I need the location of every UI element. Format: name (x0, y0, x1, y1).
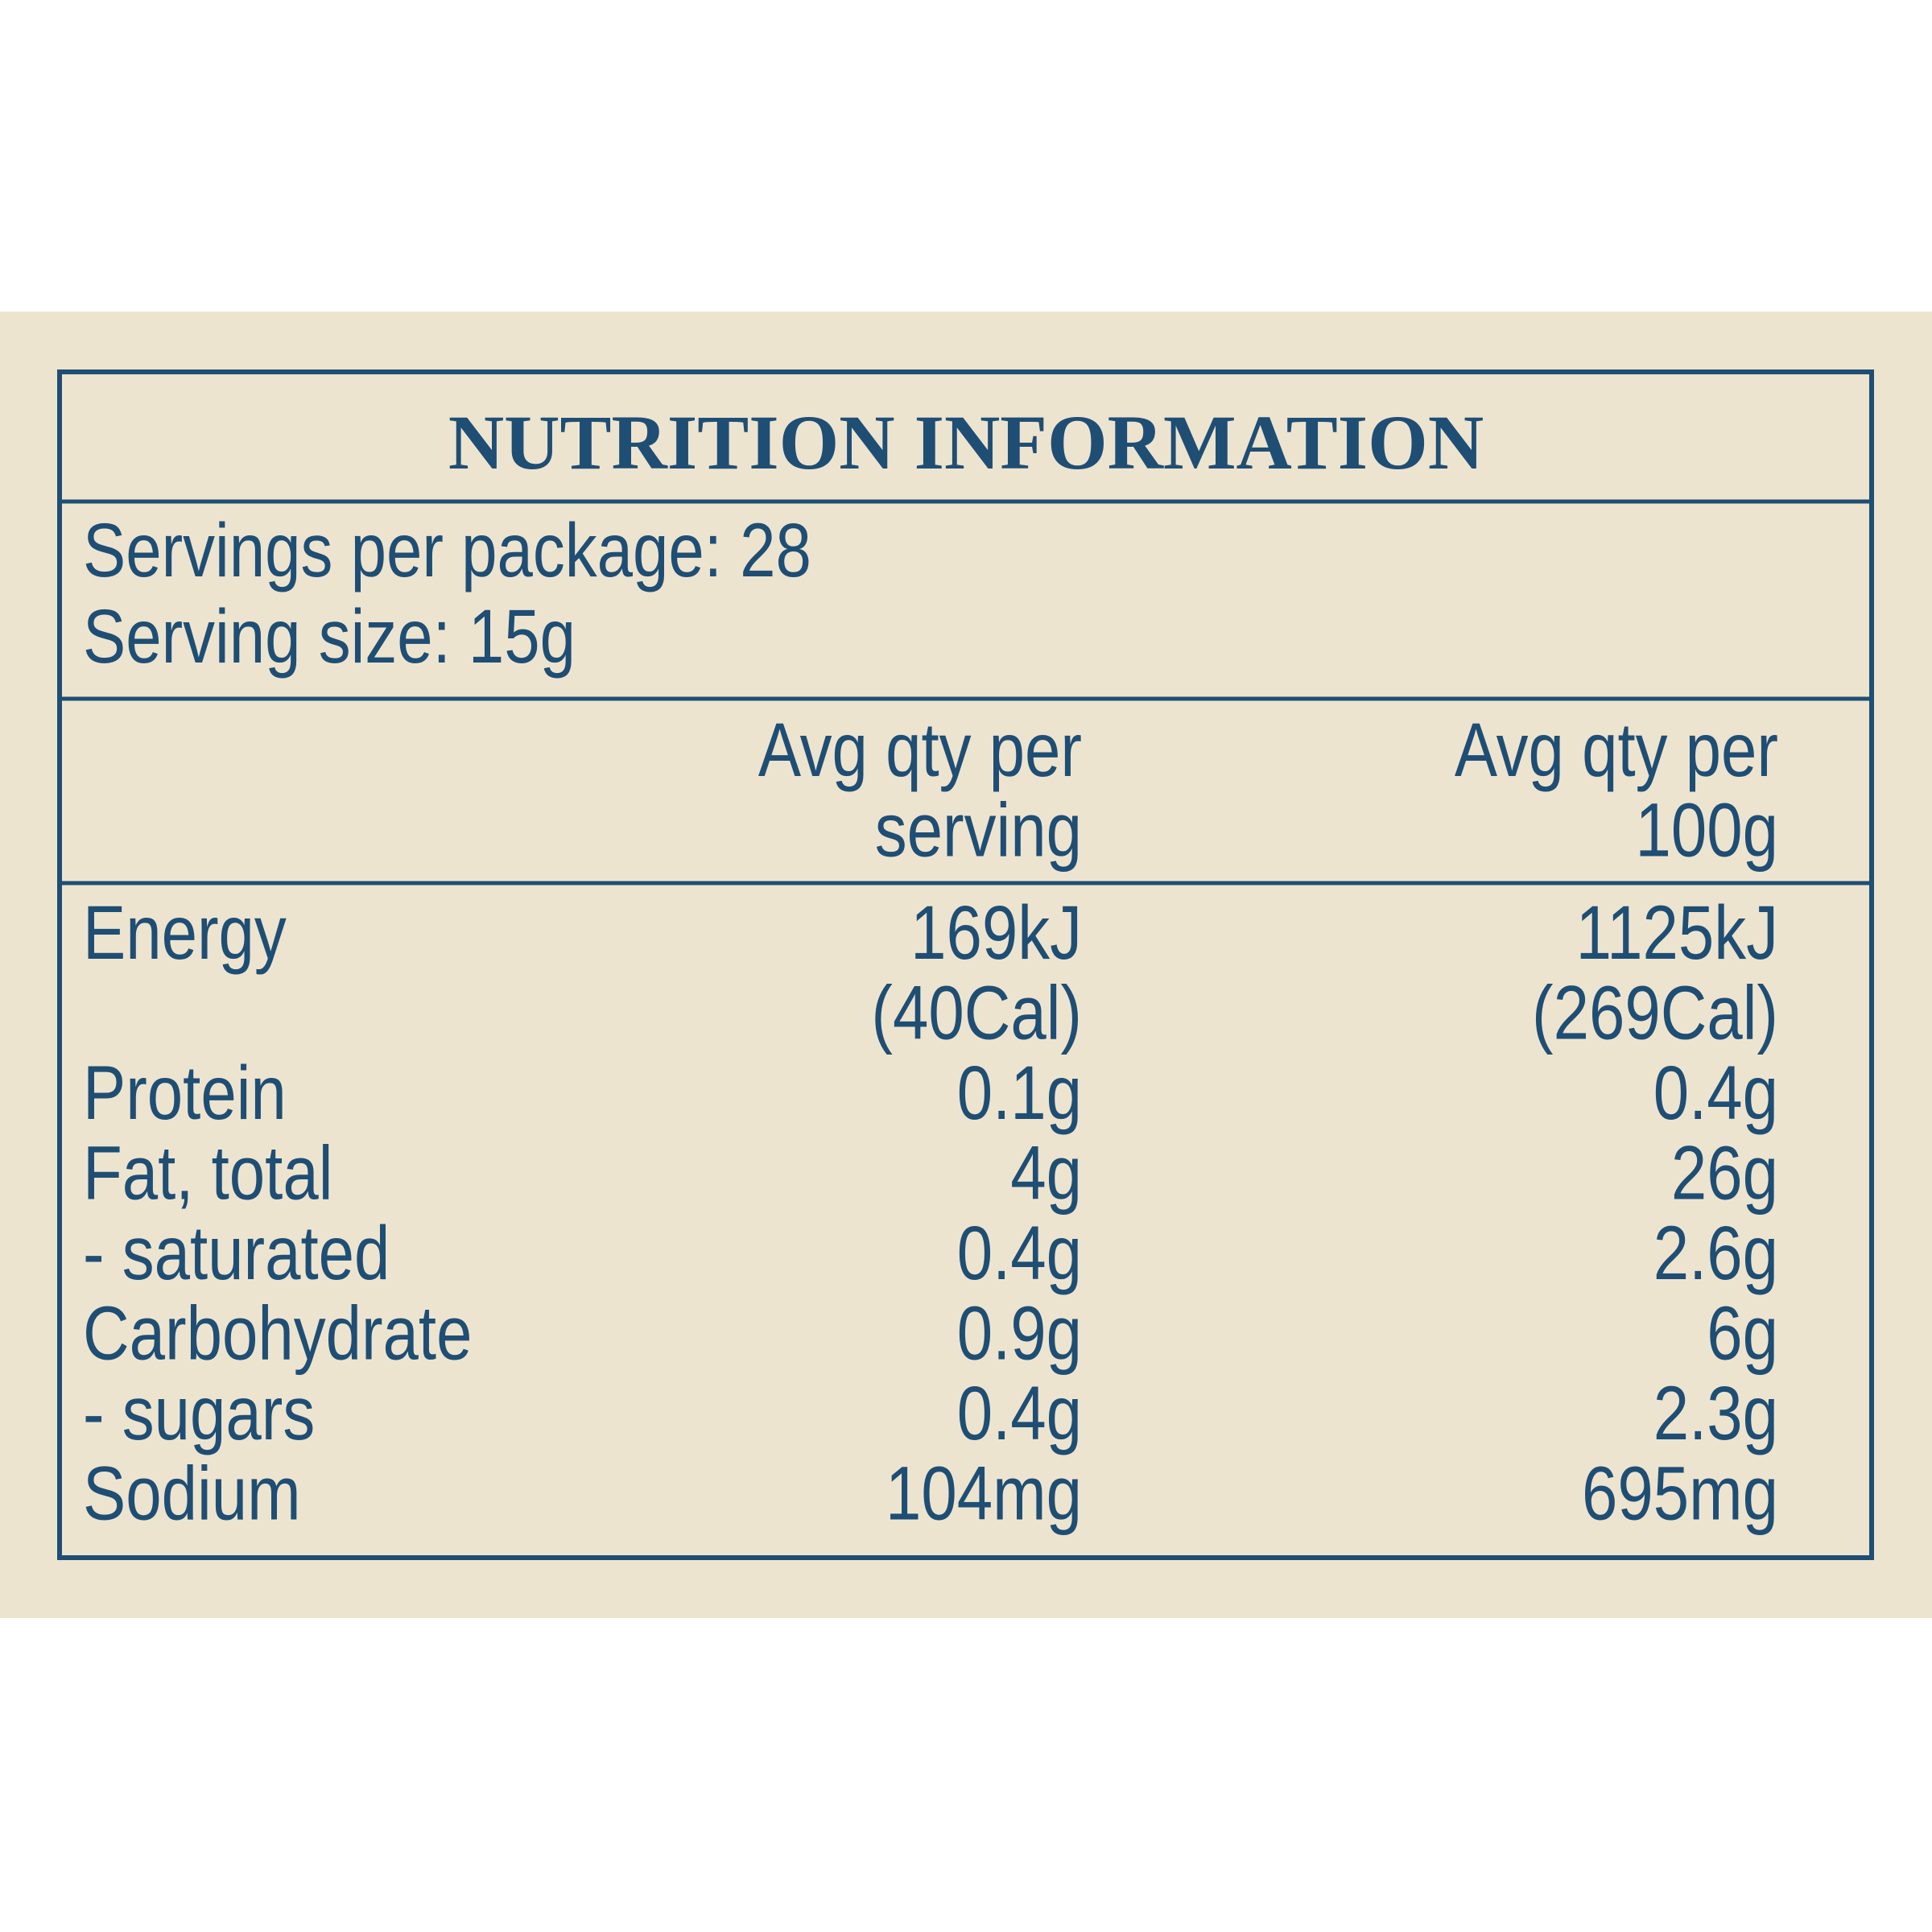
column-header: Avg qty per (1455, 707, 1778, 792)
column-header: 100g (1635, 787, 1778, 873)
per-100g-value: 695mg (1582, 1451, 1778, 1536)
per-serving-value: 0.1g (957, 1050, 1082, 1135)
per-100g-value: 6g (1707, 1290, 1778, 1376)
nutrient-label: Carbohydrate (83, 1290, 472, 1376)
per-serving-value: (40Cal) (871, 970, 1082, 1055)
title: NUTRITION INFORMATION (448, 399, 1484, 485)
per-serving-value: 104mg (886, 1451, 1082, 1536)
table-border (57, 369, 1874, 1560)
nutrient-label: - sugars (83, 1370, 315, 1455)
nutrient-label: Fat, total (83, 1130, 332, 1216)
per-100g-value: (269Cal) (1532, 970, 1778, 1055)
nutrient-label: Protein (83, 1050, 287, 1135)
nutrient-label: Energy (83, 890, 287, 975)
per-serving-value: 169kJ (910, 890, 1082, 975)
column-header: Avg qty per (758, 707, 1082, 792)
nutrient-label: - saturated (83, 1210, 390, 1295)
per-serving-value: 0.4g (957, 1210, 1082, 1295)
per-serving-value: 0.9g (957, 1290, 1082, 1376)
per-serving-value: 4g (1010, 1130, 1082, 1216)
serving-info: Servings per package: 28 (83, 507, 811, 592)
per-100g-value: 1125kJ (1576, 890, 1778, 975)
per-100g-value: 2.6g (1653, 1210, 1778, 1295)
per-100g-value: 0.4g (1653, 1050, 1778, 1135)
per-serving-value: 0.4g (957, 1370, 1082, 1455)
background-band (0, 312, 1932, 1618)
per-100g-value: 26g (1671, 1130, 1778, 1216)
column-header: serving (875, 787, 1082, 873)
serving-info: Serving size: 15g (83, 593, 576, 679)
nutrient-label: Sodium (83, 1451, 301, 1536)
per-100g-value: 2.3g (1653, 1370, 1778, 1455)
